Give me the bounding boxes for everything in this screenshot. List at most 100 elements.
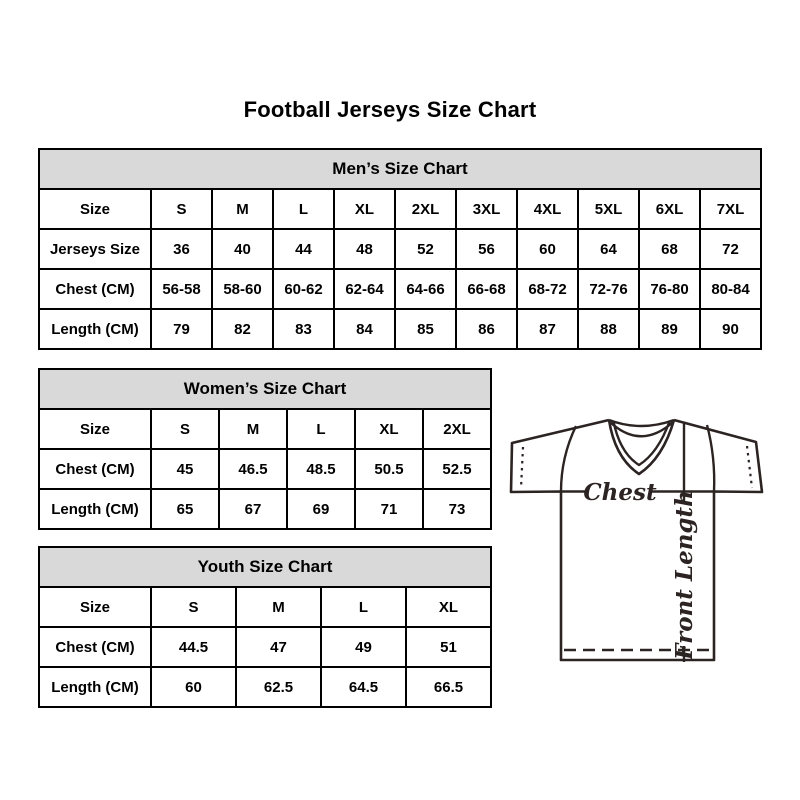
size-value-cell: 72-76	[577, 268, 640, 310]
youth-row-chest-cm: Chest (CM) 44.5 47 49 51	[38, 626, 492, 668]
youth-header-row: Youth Size Chart	[38, 546, 492, 588]
size-value-cell: 7XL	[699, 188, 762, 230]
size-value-cell: 47	[235, 626, 322, 668]
mens-row-length-cm: Length (CM) 79 82 83 84 85 86 87 88 89 90	[38, 308, 762, 350]
womens-row-length-cm: Length (CM) 65 67 69 71 73	[38, 488, 492, 530]
size-value-cell: 64.5	[320, 666, 407, 708]
right-armhole-curve	[705, 424, 716, 492]
size-value-cell: L	[272, 188, 335, 230]
collar-back-curve	[608, 418, 675, 428]
size-value-cell: 56	[455, 228, 518, 270]
size-value-cell: 83	[272, 308, 335, 350]
row-label: Size	[38, 586, 152, 628]
chest-label: Chest	[583, 479, 657, 506]
size-value-cell: 60-62	[272, 268, 335, 310]
size-value-cell: 65	[150, 488, 220, 530]
row-label: Jerseys Size	[38, 228, 152, 270]
size-value-cell: 60	[150, 666, 237, 708]
size-value-cell: 44	[272, 228, 335, 270]
mens-row-size: Size S M L XL 2XL 3XL 4XL 5XL 6XL 7XL	[38, 188, 762, 230]
size-value-cell: 72	[699, 228, 762, 270]
youth-table-title: Youth Size Chart	[38, 546, 492, 588]
size-value-cell: 50.5	[354, 448, 424, 490]
size-value-cell: 2XL	[422, 408, 492, 450]
size-value-cell: 68-72	[516, 268, 579, 310]
row-label: Chest (CM)	[38, 448, 152, 490]
womens-table-title: Women’s Size Chart	[38, 368, 492, 410]
size-value-cell: 60	[516, 228, 579, 270]
youth-table: Youth Size Chart Size S M L XL Chest (CM) 44.5 4…	[38, 546, 492, 708]
size-value-cell: 69	[286, 488, 356, 530]
size-value-cell: 64-66	[394, 268, 457, 310]
size-value-cell: S	[150, 586, 237, 628]
row-label: Chest (CM)	[38, 268, 152, 310]
size-value-cell: 79	[150, 308, 213, 350]
right-cuff-dotted-line	[745, 445, 754, 489]
youth-row-length-cm: Length (CM) 60 62.5 64.5 66.5	[38, 666, 492, 708]
size-value-cell: 85	[394, 308, 457, 350]
front-length-label: Front Length	[671, 490, 698, 661]
size-value-cell: 66-68	[455, 268, 518, 310]
row-label: Length (CM)	[38, 488, 152, 530]
mens-table: Men’s Size Chart Size S M L XL 2XL 3XL 4XL 5XL 6XL…	[38, 148, 762, 350]
collar-v-outer-curve	[607, 419, 676, 476]
size-value-cell: 52	[394, 228, 457, 270]
size-value-cell: S	[150, 408, 220, 450]
size-value-cell: 44.5	[150, 626, 237, 668]
youth-size-chart-table: Youth Size Chart Size S M L XL Chest (CM) 44.5 4…	[38, 546, 492, 708]
size-value-cell: 62-64	[333, 268, 396, 310]
size-value-cell: 6XL	[638, 188, 701, 230]
youth-row-size: Size S M L XL	[38, 586, 492, 628]
size-value-cell: XL	[354, 408, 424, 450]
size-value-cell: 73	[422, 488, 492, 530]
left-cuff-dotted-line	[519, 446, 525, 489]
size-value-cell: 46.5	[218, 448, 288, 490]
size-value-cell: 49	[320, 626, 407, 668]
womens-row-chest-cm: Chest (CM) 45 46.5 48.5 50.5 52.5	[38, 448, 492, 490]
size-value-cell: 58-60	[211, 268, 274, 310]
size-value-cell: 56-58	[150, 268, 213, 310]
size-value-cell: 45	[150, 448, 220, 490]
size-value-cell: 66.5	[405, 666, 492, 708]
size-value-cell: L	[286, 408, 356, 450]
size-value-cell: 5XL	[577, 188, 640, 230]
mens-row-chest-cm: Chest (CM) 56-58 58-60 60-62 62-64 64-66 66-68…	[38, 268, 762, 310]
row-label: Size	[38, 188, 152, 230]
size-value-cell: 2XL	[394, 188, 457, 230]
size-value-cell: 87	[516, 308, 579, 350]
mens-row-jerseys-size: Jerseys Size 36 40 44 48 52 56 60 64 68 72	[38, 228, 762, 270]
size-value-cell: S	[150, 188, 213, 230]
womens-row-size: Size S M L XL 2XL	[38, 408, 492, 450]
size-value-cell: M	[211, 188, 274, 230]
size-value-cell: 48.5	[286, 448, 356, 490]
size-value-cell: 88	[577, 308, 640, 350]
row-label: Chest (CM)	[38, 626, 152, 668]
size-value-cell: 51	[405, 626, 492, 668]
page-title: Football Jerseys Size Chart	[243, 97, 537, 122]
collar-v-inner-curve	[612, 421, 671, 467]
size-value-cell: M	[235, 586, 322, 628]
size-value-cell: 48	[333, 228, 396, 270]
size-value-cell: 68	[638, 228, 701, 270]
size-value-cell: XL	[333, 188, 396, 230]
size-value-cell: 52.5	[422, 448, 492, 490]
size-value-cell: L	[320, 586, 407, 628]
womens-table: Women’s Size Chart Size S M L XL 2XL Chest (CM)…	[38, 368, 492, 530]
size-value-cell: 84	[333, 308, 396, 350]
size-value-cell: 4XL	[516, 188, 579, 230]
size-value-cell: 82	[211, 308, 274, 350]
row-label: Length (CM)	[38, 308, 152, 350]
size-value-cell: M	[218, 408, 288, 450]
size-value-cell: 71	[354, 488, 424, 530]
size-value-cell: 76-80	[638, 268, 701, 310]
size-value-cell: 89	[638, 308, 701, 350]
size-value-cell: XL	[405, 586, 492, 628]
size-value-cell: 64	[577, 228, 640, 270]
size-value-cell: 86	[455, 308, 518, 350]
size-value-cell: 3XL	[455, 188, 518, 230]
row-label: Size	[38, 408, 152, 450]
size-value-cell: 36	[150, 228, 213, 270]
size-value-cell: 80-84	[699, 268, 762, 310]
jersey-outline	[509, 418, 764, 662]
mens-table-title: Men’s Size Chart	[38, 148, 762, 190]
